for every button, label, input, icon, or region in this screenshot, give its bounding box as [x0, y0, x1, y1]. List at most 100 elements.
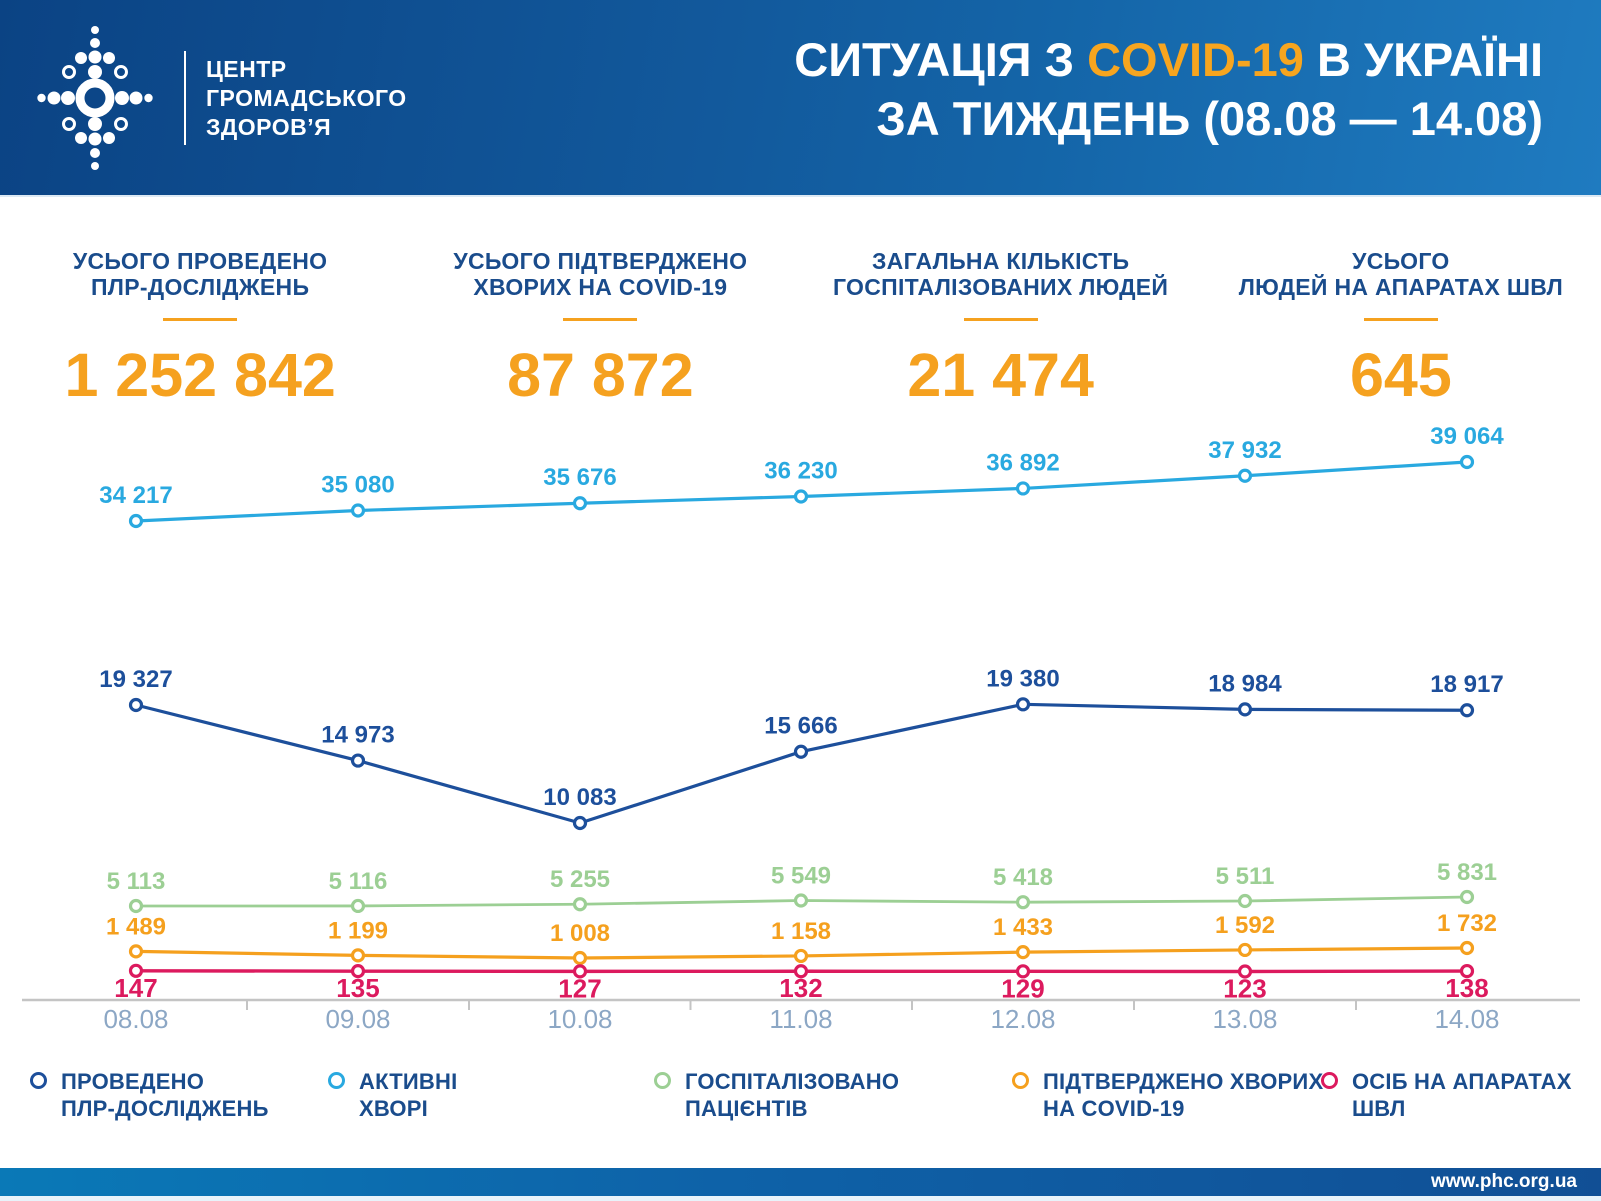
legend-ring-icon — [654, 1072, 671, 1089]
series-value-label-pcr: 19 380 — [986, 665, 1059, 692]
series-value-label-active: 34 217 — [99, 482, 172, 509]
stat-divider — [163, 318, 238, 321]
series-value-label-active: 37 932 — [1208, 437, 1281, 464]
series-marker-ventilator — [1237, 964, 1253, 979]
x-axis-tick-label: 14.08 — [1434, 1004, 1499, 1034]
series-marker-pcr — [128, 697, 144, 713]
series-value-label-ventilator: 127 — [558, 973, 601, 1003]
chart-legend: ПРОВЕДЕНО ПЛР-ДОСЛІДЖЕНЬ АКТИВНІ ХВОРІ Г… — [0, 1068, 1601, 1130]
stat-label: УСЬОГО ПРОВЕДЕНО ПЛР-ДОСЛІДЖЕНЬ — [0, 248, 400, 300]
series-value-label-confirmed: 1 008 — [550, 920, 610, 947]
stat-label-line2: ЛЮДЕЙ НА АПАРАТАХ ШВЛ — [1238, 274, 1564, 300]
series-value-label-hospitalized: 5 549 — [771, 863, 831, 890]
series-value-label-confirmed: 1 592 — [1215, 912, 1275, 939]
stat-confirmed-total: УСЬОГО ПІДТВЕРДЖЕНО ХВОРИХ НА COVID-19 8… — [400, 248, 800, 406]
stat-label-line2: ХВОРИХ НА COVID-19 — [473, 274, 728, 300]
stat-label-line2: ПЛР-ДОСЛІДЖЕНЬ — [90, 274, 310, 300]
stat-value: 87 872 — [507, 341, 694, 409]
series-marker-ventilator — [128, 963, 144, 978]
series-marker-hospitalized — [572, 897, 588, 912]
phc-logo-icon — [37, 26, 153, 170]
series-value-label-hospitalized: 5 831 — [1437, 859, 1497, 886]
series-marker-pcr — [572, 815, 588, 831]
series-value-label-hospitalized: 5 113 — [107, 868, 166, 895]
series-marker-ventilator — [1459, 963, 1475, 979]
page-title-line1: СИТУАЦІЯ З COVID-19 В УКРАЇНІ — [794, 30, 1543, 89]
stat-label-line1: УСЬОГО — [1352, 248, 1450, 274]
series-marker-confirmed — [128, 944, 144, 959]
stat-divider — [1363, 318, 1438, 321]
stat-label: УСЬОГО ПІДТВЕРДЖЕНО ХВОРИХ НА COVID-19 — [400, 248, 800, 300]
series-value-label-confirmed: 1 158 — [771, 918, 831, 945]
legend-label-line1: АКТИВНІ — [359, 1069, 458, 1094]
legend-item-confirmed: ПІДТВЕРДЖЕНО ХВОРИХ НА COVID-19 — [1012, 1068, 1323, 1122]
series-value-label-hospitalized: 5 116 — [329, 868, 388, 895]
x-axis-tick-label: 11.08 — [769, 1004, 832, 1034]
series-marker-pcr — [350, 753, 366, 768]
series-marker-hospitalized — [350, 898, 366, 914]
series-value-label-active: 35 676 — [543, 464, 616, 491]
summary-stats-row: УСЬОГО ПРОВЕДЕНО ПЛР-ДОСЛІДЖЕНЬ 1 252 84… — [0, 248, 1601, 406]
x-axis-tick-label: 10.08 — [547, 1004, 612, 1034]
x-axis-tick-label: 09.08 — [325, 1004, 390, 1034]
stat-label-line1: ЗАГАЛЬНА КІЛЬКІСТЬ — [871, 248, 1130, 274]
legend-item-active: АКТИВНІ ХВОРІ — [328, 1068, 457, 1122]
stat-ventilator-total: УСЬОГО ЛЮДЕЙ НА АПАРАТАХ ШВЛ 645 — [1201, 248, 1601, 406]
stat-hospitalized-total: ЗАГАЛЬНА КІЛЬКІСТЬ ГОСПІТАЛІЗОВАНИХ ЛЮДЕ… — [801, 248, 1201, 406]
series-marker-ventilator — [572, 964, 588, 979]
stat-label-line2: ГОСПІТАЛІЗОВАНИХ ЛЮДЕЙ — [832, 274, 1169, 300]
legend-label-line1: ПІДТВЕРДЖЕНО ХВОРИХ — [1043, 1069, 1324, 1094]
footer-url[interactable]: www.phc.org.ua — [1430, 1171, 1577, 1192]
series-value-label-active: 39 064 — [1430, 423, 1504, 450]
stat-divider — [963, 318, 1038, 321]
legend-label-line1: ПРОВЕДЕНО — [61, 1069, 205, 1094]
legend-label-line1: ГОСПІТАЛІЗОВАНО — [685, 1069, 900, 1094]
logo-text: ЦЕНТР ГРОМАДСЬКОГО ЗДОРОВ’Я — [206, 55, 407, 142]
title-covid-highlight: COVID-19 — [1087, 33, 1304, 86]
logo-divider — [184, 51, 186, 145]
trend-chart: 08.08 09.08 10.08 11.08 12.08 13.08 14.08 34 21… — [0, 400, 1601, 1040]
series-value-label-ventilator: 129 — [1001, 973, 1044, 1003]
series-marker-confirmed — [572, 950, 588, 966]
legend-label-line2: ШВЛ — [1352, 1096, 1406, 1121]
x-axis-tick-label: 08.08 — [103, 1004, 168, 1034]
legend-label: ПРОВЕДЕНО ПЛР-ДОСЛІДЖЕНЬ — [61, 1068, 269, 1122]
legend-item-pcr: ПРОВЕДЕНО ПЛР-ДОСЛІДЖЕНЬ — [30, 1068, 269, 1122]
stat-label-line1: УСЬОГО ПІДТВЕРДЖЕНО — [453, 248, 748, 274]
series-value-label-hospitalized: 5 511 — [1216, 863, 1275, 890]
stat-label-line1: УСЬОГО ПРОВЕДЕНО — [72, 248, 328, 274]
series-marker-confirmed — [1237, 942, 1253, 958]
trend-chart-svg: 08.08 09.08 10.08 11.08 12.08 13.08 14.08 34 21… — [22, 423, 1580, 1034]
series-value-label-confirmed: 1 199 — [328, 917, 388, 944]
series-value-label-active: 36 892 — [986, 449, 1059, 476]
series-value-label-ventilator: 123 — [1223, 974, 1266, 1004]
series-value-label-confirmed: 1 433 — [993, 914, 1053, 941]
stat-value: 1 252 842 — [64, 341, 336, 409]
series-marker-ventilator — [350, 964, 366, 979]
series-value-label-pcr: 15 666 — [764, 713, 837, 740]
legend-ring-icon — [1321, 1072, 1338, 1089]
footer-strip — [0, 1196, 1601, 1201]
series-marker-ventilator — [793, 964, 809, 979]
legend-ring-icon — [30, 1072, 47, 1089]
series-value-label-hospitalized: 5 418 — [993, 864, 1053, 891]
series-value-label-pcr: 14 973 — [321, 722, 394, 749]
series-value-label-active: 36 230 — [764, 457, 837, 484]
stat-label: УСЬОГО ЛЮДЕЙ НА АПАРАТАХ ШВЛ — [1201, 248, 1601, 300]
series-marker-active — [350, 503, 366, 518]
stat-divider — [563, 318, 638, 321]
series-marker-pcr — [1237, 702, 1253, 717]
series-marker-confirmed — [793, 948, 809, 964]
logo-text-line2: ГРОМАДСЬКОГО — [206, 84, 407, 111]
stat-label: ЗАГАЛЬНА КІЛЬКІСТЬ ГОСПІТАЛІЗОВАНИХ ЛЮДЕ… — [801, 248, 1201, 300]
series-value-label-ventilator: 135 — [336, 973, 379, 1003]
series-marker-hospitalized — [1237, 893, 1253, 909]
series-value-label-confirmed: 1 489 — [106, 913, 166, 940]
series-value-label-ventilator: 138 — [1445, 973, 1488, 1003]
legend-label-line1: ОСІБ НА АПАРАТАХ — [1352, 1069, 1572, 1094]
series-marker-confirmed — [1459, 940, 1475, 956]
legend-label: ГОСПІТАЛІЗОВАНО ПАЦІЄНТІВ — [685, 1068, 899, 1122]
legend-label-line2: ПЛР-ДОСЛІДЖЕНЬ — [61, 1096, 269, 1121]
series-value-label-active: 35 080 — [321, 471, 394, 498]
legend-label: ОСІБ НА АПАРАТАХ ШВЛ — [1352, 1068, 1572, 1122]
